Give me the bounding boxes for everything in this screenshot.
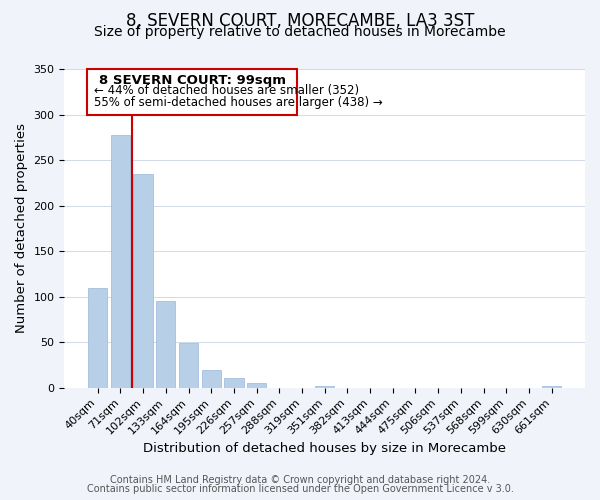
Text: Size of property relative to detached houses in Morecambe: Size of property relative to detached ho…	[94, 25, 506, 39]
Bar	[202, 370, 221, 388]
Bar	[179, 343, 198, 388]
Text: Contains HM Land Registry data © Crown copyright and database right 2024.: Contains HM Land Registry data © Crown c…	[110, 475, 490, 485]
FancyBboxPatch shape	[88, 69, 298, 114]
Text: ← 44% of detached houses are smaller (352): ← 44% of detached houses are smaller (35…	[94, 84, 359, 98]
Bar	[156, 301, 175, 388]
Bar	[542, 386, 562, 388]
Bar	[247, 383, 266, 388]
Bar	[224, 378, 244, 388]
Bar	[111, 134, 130, 388]
Y-axis label: Number of detached properties: Number of detached properties	[15, 124, 28, 334]
Text: Contains public sector information licensed under the Open Government Licence v : Contains public sector information licen…	[86, 484, 514, 494]
X-axis label: Distribution of detached houses by size in Morecambe: Distribution of detached houses by size …	[143, 442, 506, 455]
Text: 55% of semi-detached houses are larger (438) →: 55% of semi-detached houses are larger (…	[94, 96, 383, 110]
Bar	[315, 386, 334, 388]
Text: 8, SEVERN COURT, MORECAMBE, LA3 3ST: 8, SEVERN COURT, MORECAMBE, LA3 3ST	[126, 12, 474, 30]
Text: 8 SEVERN COURT: 99sqm: 8 SEVERN COURT: 99sqm	[99, 74, 286, 88]
Bar	[88, 288, 107, 388]
Bar	[133, 174, 153, 388]
